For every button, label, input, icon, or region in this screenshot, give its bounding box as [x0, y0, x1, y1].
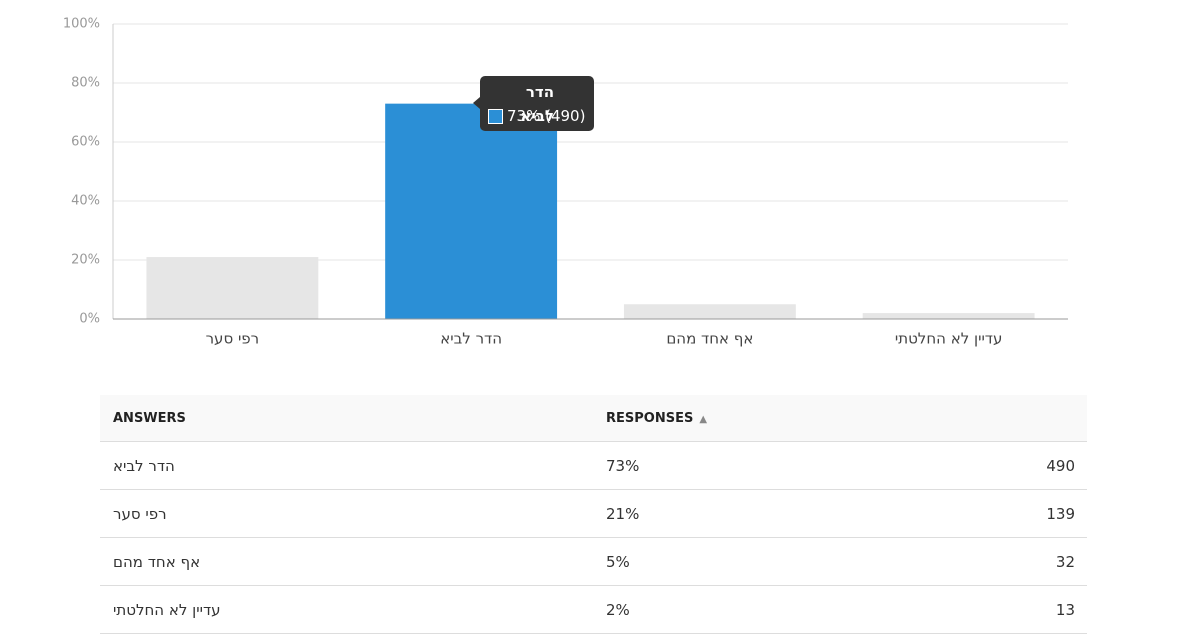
- y-tick-label: 40%: [71, 194, 100, 209]
- header-answers[interactable]: ANSWERS: [100, 395, 593, 442]
- answer: עדיין לא החלטתי: [100, 585, 593, 634]
- count: 490: [852, 441, 1087, 490]
- percent: 5%: [593, 537, 853, 586]
- y-tick-label: 0%: [79, 312, 100, 327]
- header-responses[interactable]: RESPONSES ▲︎: [593, 395, 1087, 442]
- x-tick-label: הדר לביא: [440, 330, 502, 348]
- tooltip-title: הדר לביא: [520, 83, 554, 125]
- header-text: RESPONSES: [606, 410, 694, 426]
- y-tick-label: 100%: [63, 17, 100, 32]
- percent: 21%: [593, 489, 853, 538]
- tooltip-swatch: [488, 108, 503, 124]
- count: 139: [852, 489, 1087, 538]
- bar: [623, 304, 796, 319]
- table-row: עדיין לא החלטתי 2% 13: [100, 585, 1087, 634]
- y-tick-label: 20%: [71, 253, 100, 268]
- count: 13: [852, 585, 1087, 634]
- table-row: רפי סער 21% 139: [100, 489, 1087, 538]
- answer: רפי סער: [100, 489, 593, 538]
- table-row: הדר לביא 73% 490: [100, 441, 1087, 490]
- bar: [862, 313, 1035, 319]
- y-tick-label: 60%: [71, 135, 100, 150]
- x-tick-label: עדיין לא החלטתי: [895, 330, 1003, 348]
- percent: 2%: [593, 585, 853, 634]
- sort-icon[interactable]: ▲︎: [699, 413, 708, 425]
- bar: [146, 257, 319, 319]
- x-tick-label: אף אחד מהם: [666, 330, 753, 348]
- tooltip: הדר לביא 73% (490): [473, 76, 594, 131]
- answer: הדר לביא: [100, 441, 593, 490]
- bar: [385, 103, 558, 320]
- chart: 0% 20% 40% 60% 80% 100% רפי סער הדר לביא אף אחד …: [63, 17, 1068, 348]
- percent: 73%: [593, 441, 853, 490]
- count: 32: [852, 537, 1087, 586]
- answer: אף אחד מהם: [100, 537, 593, 586]
- table-row: אף אחד מהם 5% 32: [100, 537, 1087, 586]
- y-tick-label: 80%: [71, 76, 100, 91]
- results-table: ANSWERS RESPONSES ▲︎ הדר לביא 73% 490 רפי סע…: [100, 395, 1087, 634]
- tooltip-text: 73% (490): [507, 107, 586, 125]
- x-tick-label: רפי סער: [206, 330, 260, 348]
